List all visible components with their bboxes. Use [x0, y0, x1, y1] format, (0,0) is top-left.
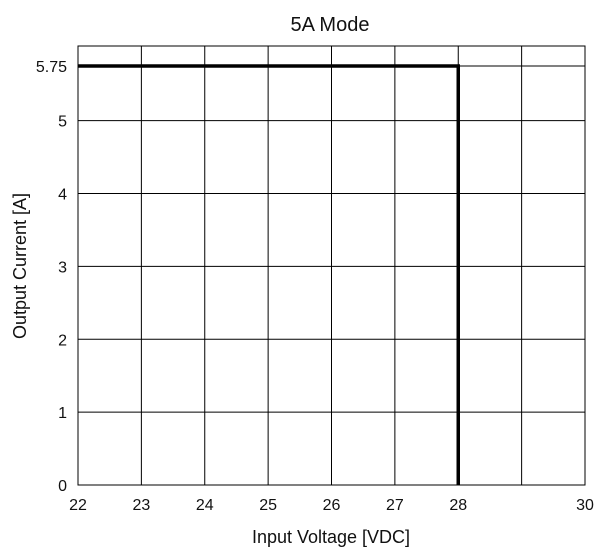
- y-tick-label: 0: [58, 478, 67, 495]
- x-tick-label: 24: [196, 497, 214, 514]
- grid: [78, 46, 585, 485]
- x-tick-label: 26: [323, 497, 341, 514]
- y-tick-label: 2: [58, 332, 67, 349]
- x-tick-label: 27: [386, 497, 404, 514]
- y-tick-labels: 0 1 2 3 4 5 5.75: [36, 59, 67, 495]
- x-tick-label: 28: [449, 497, 467, 514]
- x-tick-label: 30: [576, 497, 594, 514]
- x-tick-label: 23: [132, 497, 150, 514]
- y-tick-label: 5: [58, 114, 67, 131]
- series-line: [78, 64, 460, 485]
- x-tick-labels: 22 23 24 25 26 27 28 30: [69, 497, 594, 514]
- y-tick-label: 5.75: [36, 59, 67, 76]
- y-tick-label: 1: [58, 405, 67, 422]
- x-tick-label: 25: [259, 497, 277, 514]
- x-axis-title: Input Voltage [VDC]: [252, 527, 410, 547]
- x-tick-label: 22: [69, 497, 87, 514]
- series-layer: [78, 64, 460, 485]
- y-axis-title: Output Current [A]: [10, 193, 30, 339]
- y-tick-label: 3: [58, 259, 67, 276]
- chart-title: 5A Mode: [291, 14, 370, 36]
- y-tick-label: 4: [58, 187, 67, 204]
- plot-frame: [77, 45, 586, 486]
